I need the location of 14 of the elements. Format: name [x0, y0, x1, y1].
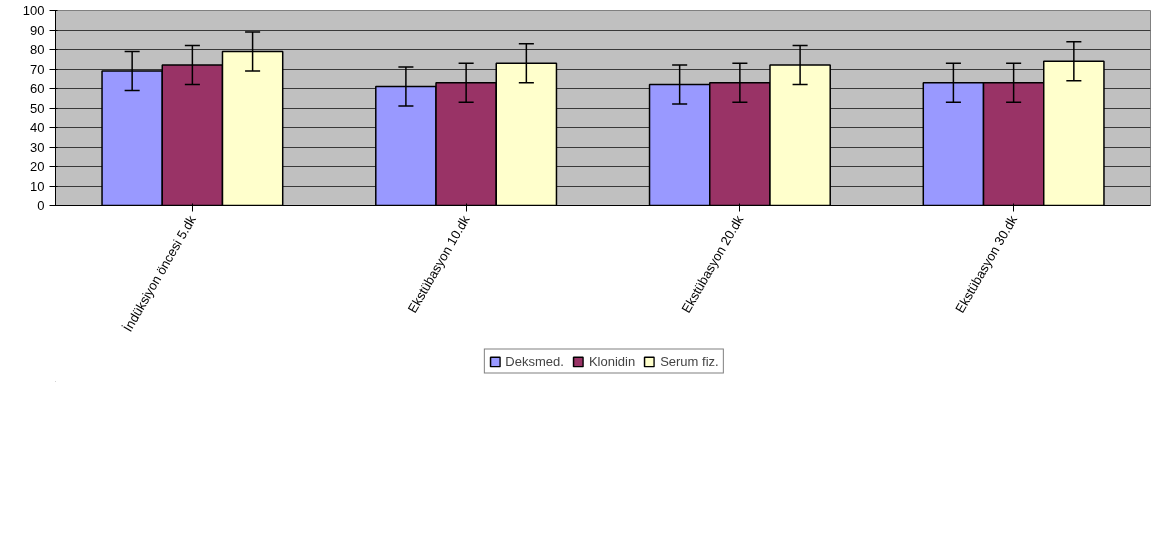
- y-tick-label: 100: [22, 3, 45, 18]
- y-tick-label: 40: [30, 120, 45, 135]
- y-tick-label: 90: [30, 22, 45, 38]
- y-tick-label: 30: [30, 139, 45, 155]
- y-tick-label: 0: [37, 198, 45, 213]
- y-tick-label: 80: [30, 42, 45, 57]
- y-tick-label: 60: [30, 81, 45, 96]
- y-tick-label: 50: [30, 100, 45, 116]
- y-tick-label: 20: [30, 159, 45, 174]
- legend-label: Klonidin: [588, 353, 636, 369]
- y-tick-label: 70: [30, 61, 45, 77]
- y-tick-label: 10: [30, 178, 45, 194]
- legend-label: Serum fiz.: [660, 353, 719, 369]
- legend-label: Deksmed.: [505, 353, 564, 369]
